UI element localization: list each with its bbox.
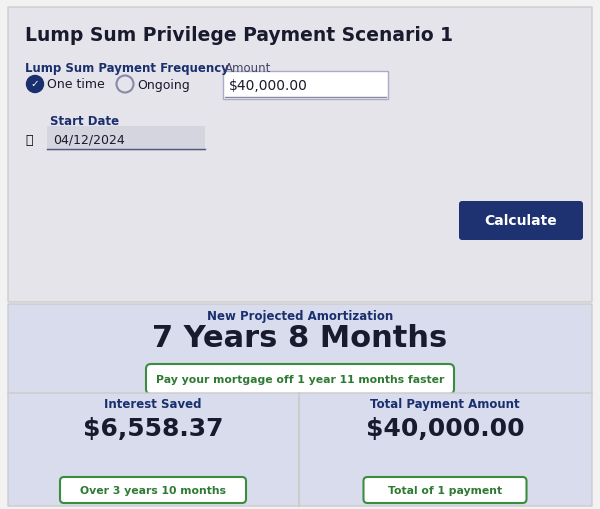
FancyBboxPatch shape xyxy=(8,304,592,394)
Text: Pay your mortgage off 1 year 11 months faster: Pay your mortgage off 1 year 11 months f… xyxy=(156,374,444,384)
Text: $40,000.00: $40,000.00 xyxy=(229,79,308,93)
Text: 04/12/2024: 04/12/2024 xyxy=(53,133,125,146)
Circle shape xyxy=(119,78,131,91)
Text: Total Payment Amount: Total Payment Amount xyxy=(370,397,520,410)
Circle shape xyxy=(26,76,44,93)
Text: $40,000.00: $40,000.00 xyxy=(365,416,524,440)
FancyBboxPatch shape xyxy=(8,393,299,506)
Text: Interest Saved: Interest Saved xyxy=(104,397,202,410)
FancyBboxPatch shape xyxy=(459,202,583,241)
Text: Amount: Amount xyxy=(225,62,271,75)
FancyBboxPatch shape xyxy=(223,72,388,100)
FancyBboxPatch shape xyxy=(299,393,592,506)
FancyBboxPatch shape xyxy=(146,364,454,394)
Text: Lump Sum Payment Frequency: Lump Sum Payment Frequency xyxy=(25,62,229,75)
Text: One time: One time xyxy=(47,78,105,91)
Text: 🗓: 🗓 xyxy=(25,133,32,146)
Text: Over 3 years 10 months: Over 3 years 10 months xyxy=(80,485,226,495)
Text: New Projected Amortization: New Projected Amortization xyxy=(207,309,393,322)
Text: 7 Years 8 Months: 7 Years 8 Months xyxy=(152,323,448,352)
Text: Start Date: Start Date xyxy=(50,115,119,128)
FancyBboxPatch shape xyxy=(47,127,205,152)
FancyBboxPatch shape xyxy=(8,8,592,302)
Text: Calculate: Calculate xyxy=(485,214,557,228)
Text: Total of 1 payment: Total of 1 payment xyxy=(388,485,502,495)
FancyBboxPatch shape xyxy=(364,477,527,503)
FancyBboxPatch shape xyxy=(60,477,246,503)
Text: Lump Sum Privilege Payment Scenario 1: Lump Sum Privilege Payment Scenario 1 xyxy=(25,26,453,45)
Text: ✓: ✓ xyxy=(31,79,40,89)
Text: $6,558.37: $6,558.37 xyxy=(83,416,223,440)
Text: Ongoing: Ongoing xyxy=(137,78,190,91)
